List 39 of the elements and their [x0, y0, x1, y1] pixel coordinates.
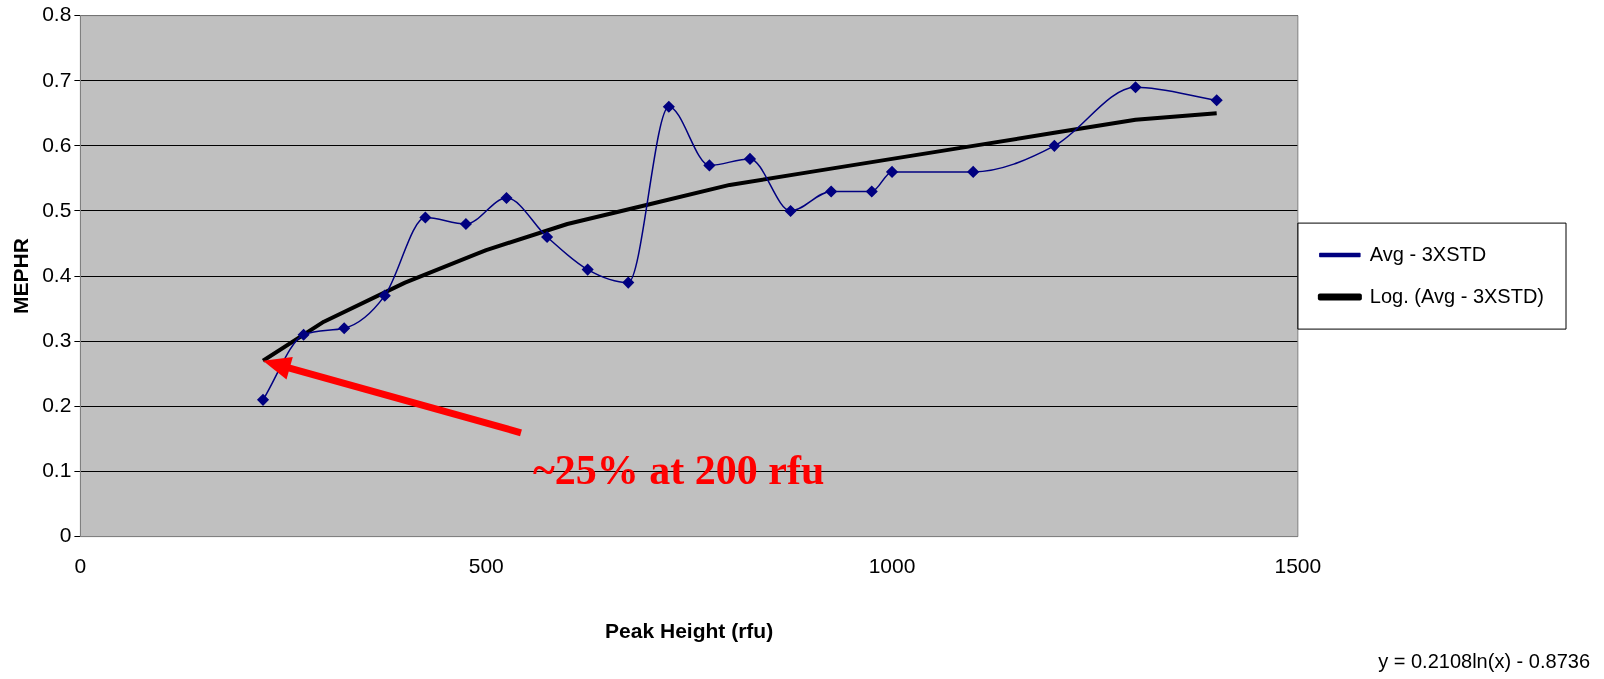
x-tick-label: 500 — [468, 554, 504, 577]
y-tick-label: 0.1 — [42, 458, 72, 482]
y-tick-label: 0 — [59, 523, 72, 547]
point — [581, 263, 594, 276]
point — [663, 101, 675, 113]
point — [1210, 94, 1223, 107]
point — [825, 185, 837, 198]
x-tick-label: 0 — [74, 554, 87, 577]
point — [460, 218, 472, 230]
y-tick-label: 0.3 — [42, 328, 72, 352]
point — [1048, 140, 1061, 152]
y-tick-label: 0.2 — [42, 393, 72, 417]
legend-label: Avg - 3XSTD — [1369, 242, 1487, 265]
point — [541, 231, 553, 243]
point — [297, 328, 310, 341]
point — [257, 394, 269, 406]
point — [784, 205, 797, 217]
legend-label: Log. (Avg - 3XSTD) — [1369, 284, 1544, 307]
point — [744, 153, 756, 165]
y-tick-label: 0.5 — [42, 197, 72, 221]
x-tick-label: 1500 — [1274, 554, 1322, 577]
text: y = 0.2108ln(x) - 0.8736 — [1378, 649, 1590, 672]
point — [866, 185, 878, 198]
y-tick-label: 0.6 — [42, 132, 72, 156]
point — [967, 166, 979, 178]
point — [703, 159, 716, 172]
point — [886, 166, 898, 178]
point — [1129, 81, 1142, 93]
y-axis-title: MEPHR — [9, 238, 33, 315]
y-tick-label: 0.4 — [42, 262, 72, 286]
point — [338, 322, 350, 334]
x-tick-label: 1000 — [868, 554, 916, 577]
x-axis-title: Peak Height (rfu) — [605, 619, 774, 643]
y-tick-label: 0.7 — [42, 67, 72, 91]
point — [622, 276, 634, 289]
point — [379, 289, 391, 302]
point — [500, 192, 513, 204]
point — [419, 211, 432, 224]
y-tick-label: 0.8 — [42, 2, 72, 26]
